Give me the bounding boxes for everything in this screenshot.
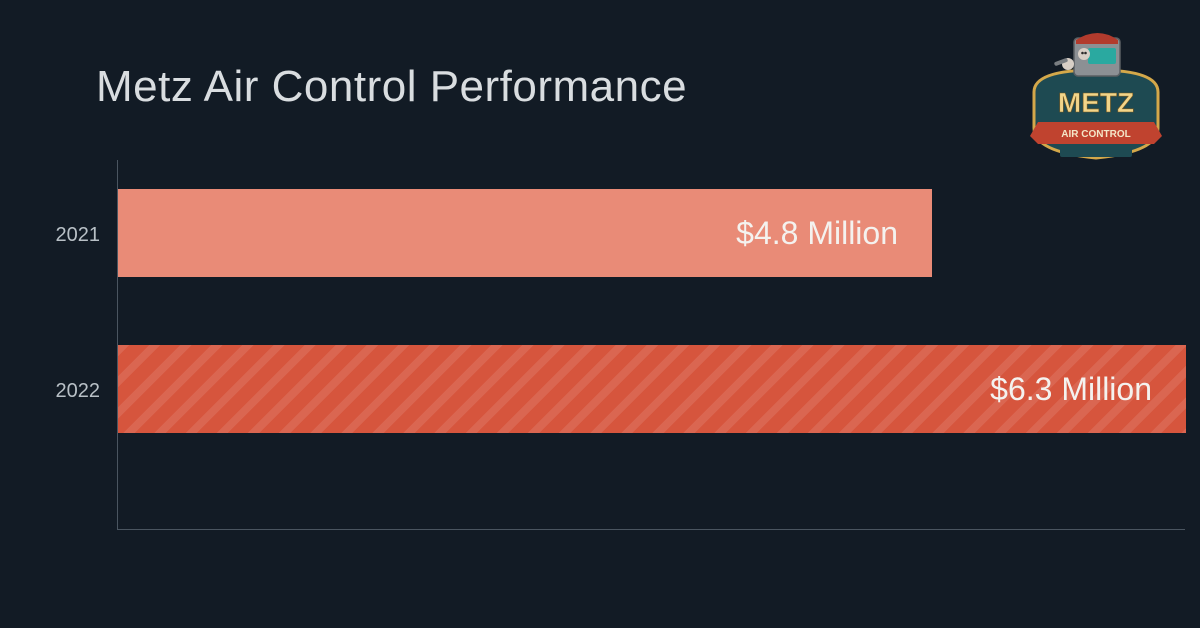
svg-text:METZ: METZ: [1058, 87, 1134, 118]
bar-2022: $6.3 Million: [118, 345, 1186, 433]
company-logo: METZ AIR CONTROL: [1014, 30, 1178, 180]
svg-text:AIR CONTROL: AIR CONTROL: [1061, 129, 1130, 140]
page-title: Metz Air Control Performance: [96, 62, 687, 112]
year-label-2022: 2022: [30, 380, 100, 403]
metz-logo-icon: METZ AIR CONTROL: [1014, 30, 1178, 180]
x-axis-line: [117, 529, 1185, 530]
chart-canvas: Metz Air Control Performance METZ AIR CO…: [0, 0, 1200, 628]
bar-2021: $4.8 Million: [118, 189, 932, 277]
year-label-2021: 2021: [30, 224, 100, 247]
bar-value-2021: $4.8 Million: [736, 215, 898, 252]
bar-value-2022: $6.3 Million: [990, 371, 1152, 408]
